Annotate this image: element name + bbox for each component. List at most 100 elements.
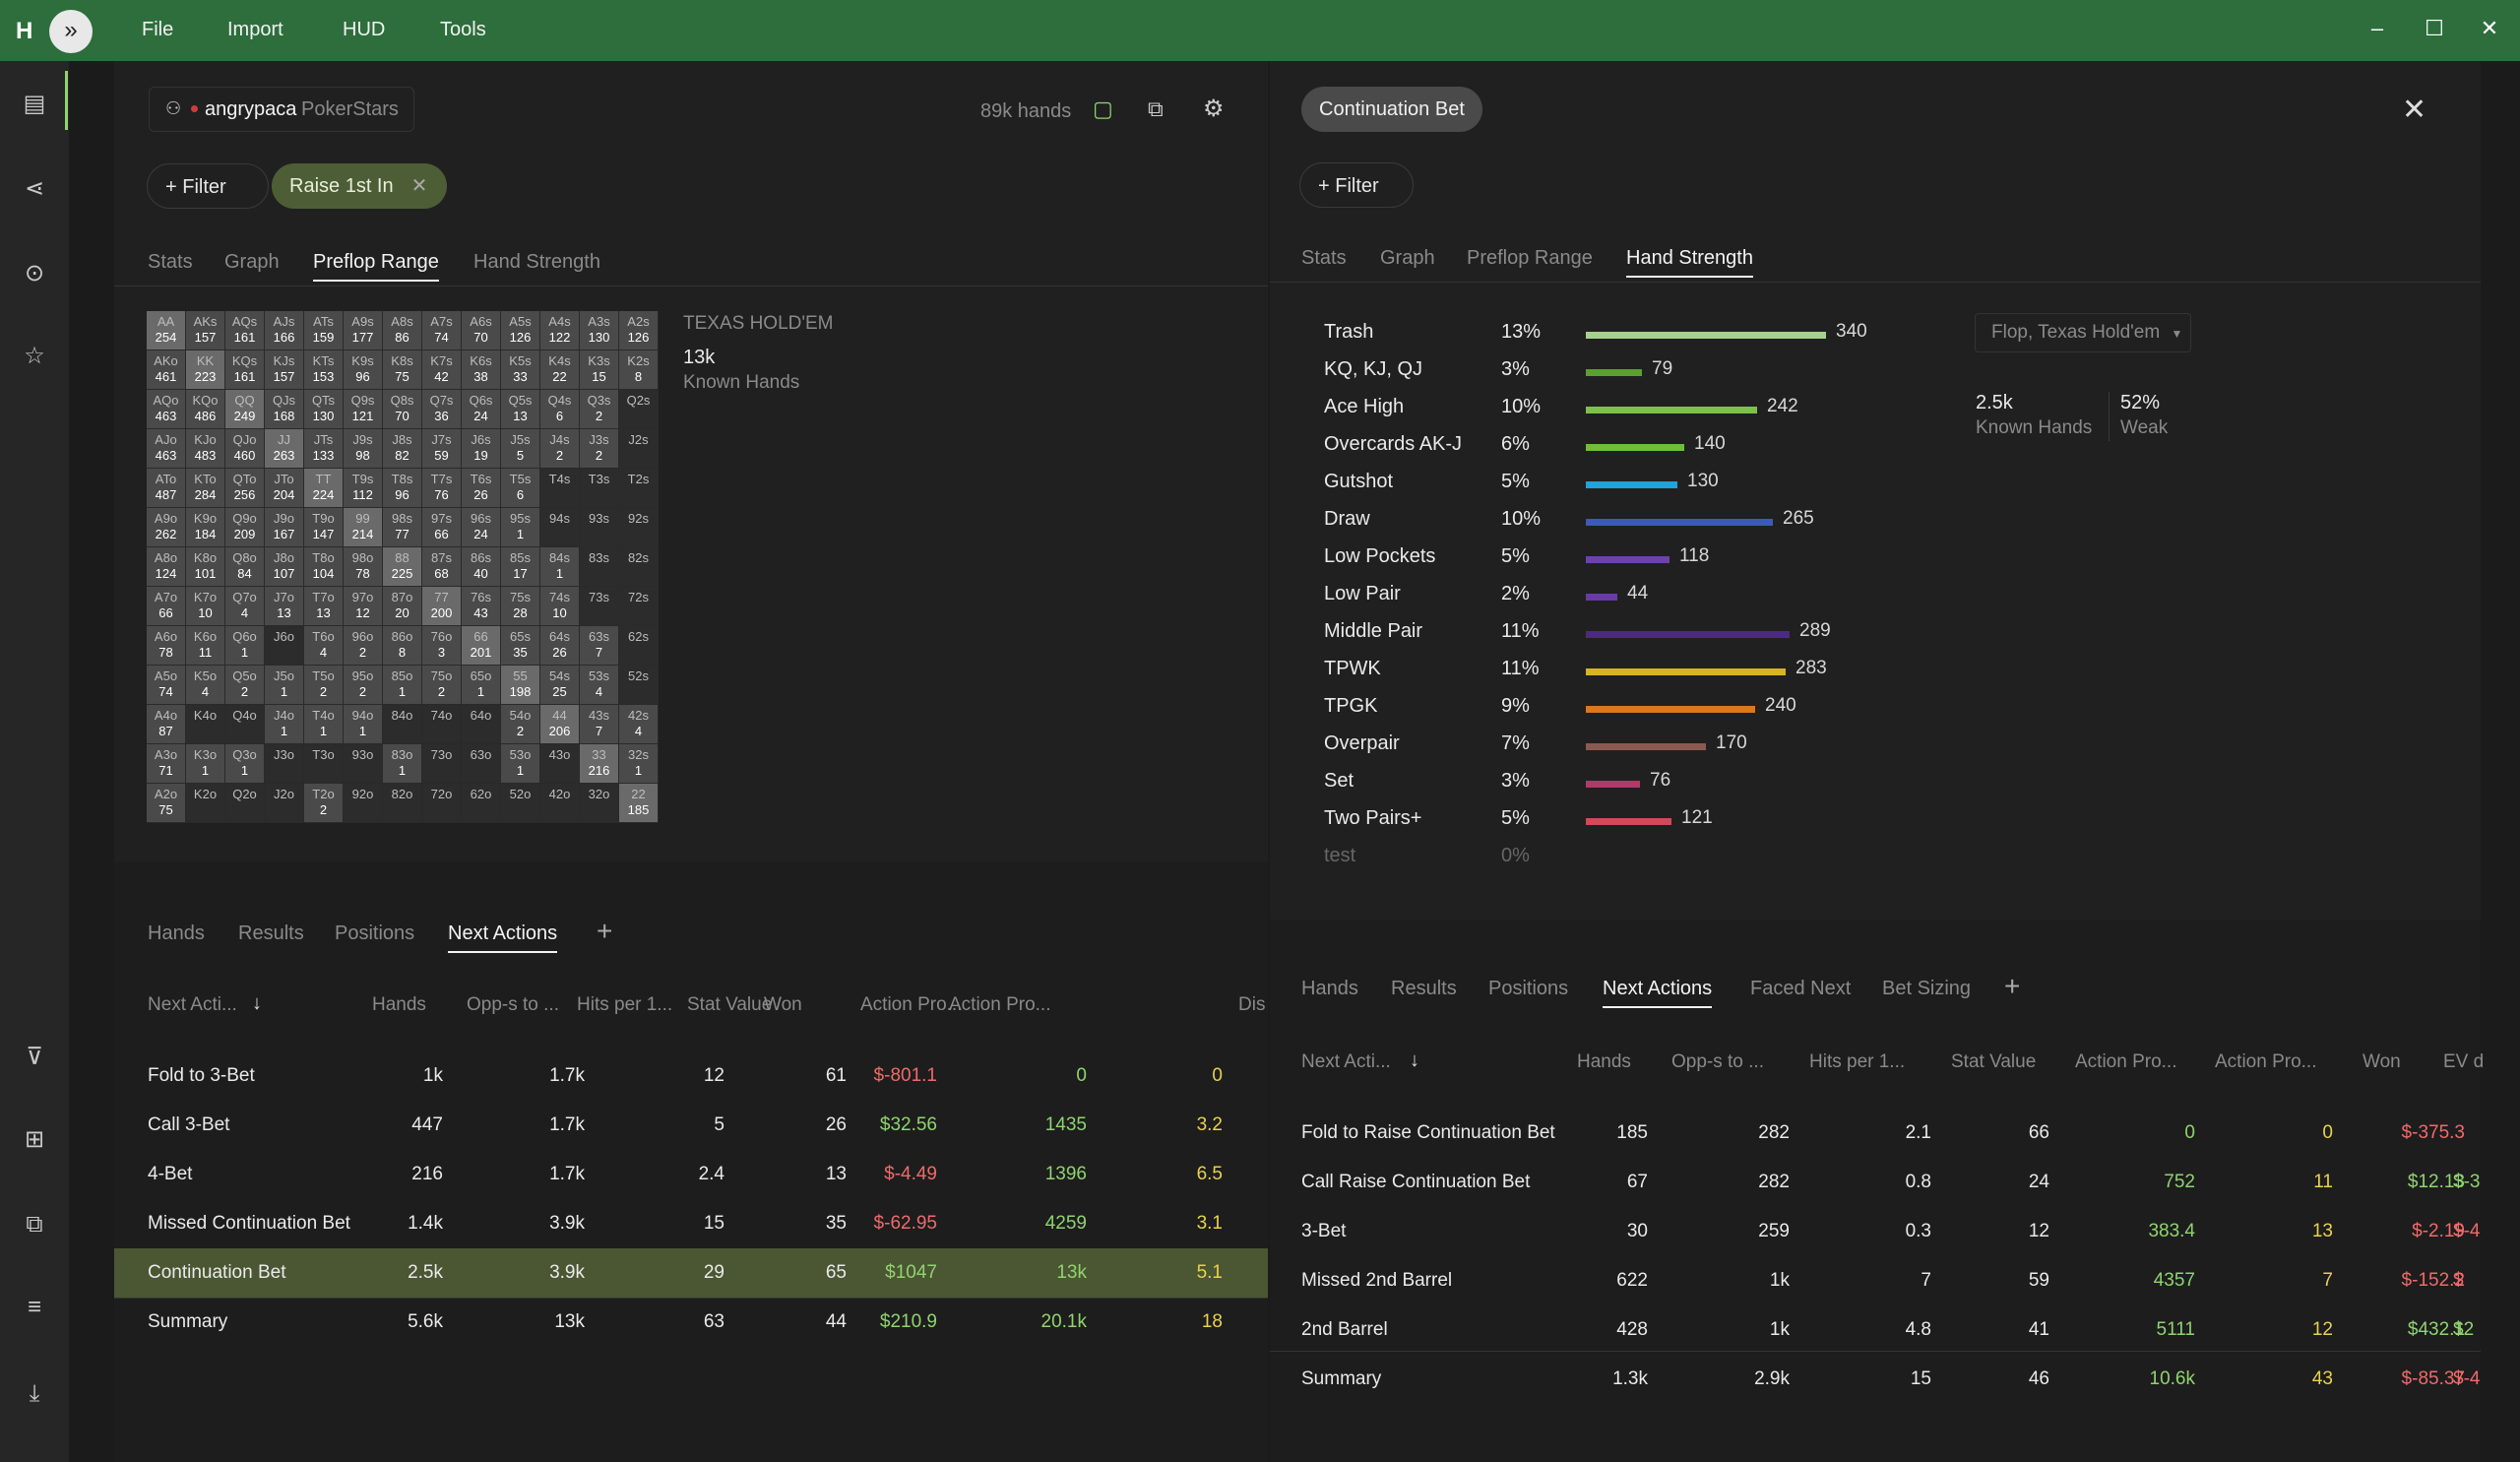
range-cell[interactable]: AJo 463 [147,429,185,468]
column-header[interactable]: Action Pro... [949,994,1051,1015]
range-cell[interactable]: J7s 59 [422,429,461,468]
sort-arrow-down-icon[interactable]: ↓ [252,992,262,1014]
range-cell[interactable]: 54o 2 [501,705,539,743]
range-cell[interactable]: Q5o 2 [225,666,264,704]
column-header[interactable]: Hits per 1... [577,994,673,1015]
column-header[interactable]: Hands [1577,1051,1631,1072]
range-cell[interactable]: 77 200 [422,587,461,625]
range-cell[interactable]: 97o 12 [344,587,382,625]
table-row[interactable]: 2nd Barrel 428 1k 4.8 41 5111 12 $432.1 $2 [1270,1305,2481,1355]
menu-file[interactable]: File [142,19,174,40]
summary-row[interactable]: Summary 1.3k 2.9k 15 46 10.6k 43 $-85.37 $-4 [1270,1355,2481,1404]
range-cell[interactable]: Q9o 209 [225,508,264,546]
range-cell[interactable]: 53o 1 [501,744,539,783]
active-filter-chip[interactable]: Raise 1st In ✕ [272,163,447,209]
favorites-icon[interactable]: ☆ [24,343,45,369]
player-selector[interactable]: ⚇ angrypaca PokerStars [149,87,414,132]
table-row[interactable]: Call 3-Bet 447 1.7k 5 26 $32.56 1435 3.2 [114,1101,1268,1150]
range-cell[interactable]: 85s 17 [501,547,539,586]
notes-icon[interactable]: ▢ [1093,96,1113,121]
range-cell[interactable]: Q6o 1 [225,626,264,665]
range-cell[interactable]: 92s [619,508,658,546]
range-cell[interactable]: 92o [344,784,382,822]
hand-strength-row[interactable]: Two Pairs+ 5% 121 [1324,807,1875,845]
bottom-tab-hands[interactable]: Hands [148,922,205,944]
range-cell[interactable]: K2o [186,784,224,822]
range-cell[interactable]: K4s 22 [540,350,579,389]
range-cell[interactable]: KQo 486 [186,390,224,428]
range-cell[interactable]: 96s 24 [462,508,500,546]
range-cell[interactable]: A7o 66 [147,587,185,625]
range-cell[interactable]: T9o 147 [304,508,343,546]
range-cell[interactable]: 88 225 [383,547,421,586]
right-bottom-tab-next-actions[interactable]: Next Actions [1603,969,1713,1008]
column-header[interactable]: Opp-s to ... [1671,1051,1764,1072]
range-cell[interactable]: K8o 101 [186,547,224,586]
range-cell[interactable]: T5s 6 [501,469,539,507]
range-cell[interactable]: T5o 2 [304,666,343,704]
range-cell[interactable]: Q6s 24 [462,390,500,428]
range-cell[interactable]: 75s 28 [501,587,539,625]
range-cell[interactable]: 94o 1 [344,705,382,743]
range-cell[interactable]: 99 214 [344,508,382,546]
sort-column-header[interactable]: Next Acti... [1301,1051,1391,1072]
report-icon[interactable]: ▤ [23,91,46,117]
layout-icon[interactable]: ⊞ [24,1126,45,1153]
range-cell[interactable]: 62o [462,784,500,822]
right-bottom-tab-bet-sizing[interactable]: Bet Sizing [1882,978,1972,999]
add-tab-icon[interactable]: + [597,916,613,946]
range-cell[interactable]: A2s 126 [619,311,658,350]
range-cell[interactable]: J2o [265,784,303,822]
range-cell[interactable]: 82s [619,547,658,586]
range-cell[interactable]: 44 206 [540,705,579,743]
summary-row[interactable]: Summary 5.6k 13k 63 44 $210.9 20.1k 18 [114,1298,1268,1347]
range-cell[interactable]: 66 201 [462,626,500,665]
right-tab-stats[interactable]: Stats [1301,247,1347,269]
range-cell[interactable]: T2o 2 [304,784,343,822]
range-cell[interactable]: Q3s 2 [580,390,618,428]
database-icon[interactable]: ≡ [27,1294,41,1320]
range-cell[interactable]: T3o [304,744,343,783]
range-cell[interactable]: KTo 284 [186,469,224,507]
range-cell[interactable]: 93o [344,744,382,783]
range-cell[interactable]: 42o [540,784,579,822]
range-cell[interactable]: 95o 2 [344,666,382,704]
range-cell[interactable]: Q4s 6 [540,390,579,428]
range-cell[interactable]: J9o 167 [265,508,303,546]
board-type-dropdown[interactable]: Flop, Texas Hold'em ▼ [1975,313,2191,352]
range-cell[interactable]: 74s 10 [540,587,579,625]
range-cell[interactable]: K6s 38 [462,350,500,389]
range-cell[interactable]: T9s 112 [344,469,382,507]
column-header[interactable]: Action Pro... [860,994,963,1015]
tab-graph[interactable]: Graph [224,251,280,273]
range-cell[interactable]: 85o 1 [383,666,421,704]
column-header[interactable]: Won [764,994,802,1015]
hand-strength-row[interactable]: test 0% [1324,845,1875,882]
range-cell[interactable]: T3s [580,469,618,507]
hand-strength-row[interactable]: Gutshot 5% 130 [1324,471,1875,508]
table-row[interactable]: 4-Bet 216 1.7k 2.4 13 $-4.49 1396 6.5 [114,1150,1268,1199]
range-cell[interactable]: 72o [422,784,461,822]
range-cell[interactable]: 98o 78 [344,547,382,586]
range-cell[interactable]: Q8o 84 [225,547,264,586]
range-cell[interactable]: 63s 7 [580,626,618,665]
range-cell[interactable]: T2s [619,469,658,507]
range-cell[interactable]: JTo 204 [265,469,303,507]
range-cell[interactable]: Q2s [619,390,658,428]
range-cell[interactable]: KQs 161 [225,350,264,389]
range-cell[interactable]: 83s [580,547,618,586]
range-cell[interactable]: 64o [462,705,500,743]
range-cell[interactable]: JJ 263 [265,429,303,468]
bottom-tab-positions[interactable]: Positions [335,922,415,944]
range-cell[interactable]: 76o 3 [422,626,461,665]
range-cell[interactable]: 55 198 [501,666,539,704]
range-cell[interactable]: QTs 130 [304,390,343,428]
range-cell[interactable]: QJs 168 [265,390,303,428]
range-cell[interactable]: 82o [383,784,421,822]
hand-strength-row[interactable]: Overpair 7% 170 [1324,732,1875,770]
range-cell[interactable]: T7s 76 [422,469,461,507]
table-row[interactable]: Missed Continuation Bet 1.4k 3.9k 15 35 $-62.… [114,1199,1268,1248]
column-header[interactable]: Won [2362,1051,2401,1072]
range-cell[interactable]: ATo 487 [147,469,185,507]
settings-gear-icon[interactable]: ⚙ [1203,95,1225,122]
